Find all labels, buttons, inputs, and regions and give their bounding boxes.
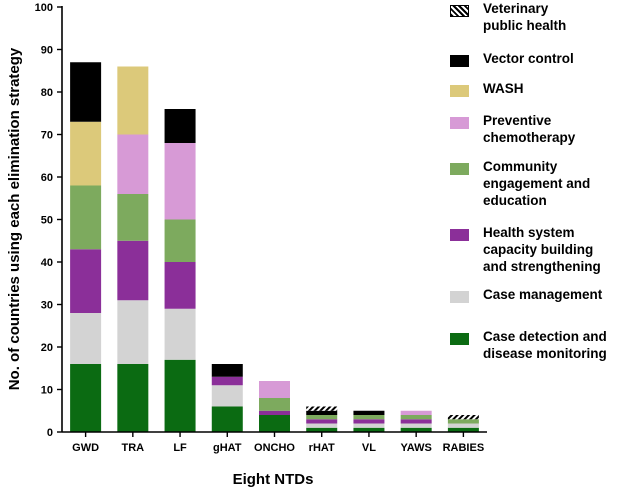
bar-segment-lf-6 [164,109,196,143]
x-tick-label-ghat: gHAT [213,442,242,454]
y-axis-title: No. of countries using each elimination … [6,47,23,390]
legend-label: WASH [483,81,524,96]
bar-segment-rhat-1 [306,423,338,428]
x-tick-label-lf: LF [173,442,187,454]
x-tick-label-rabies: RABIES [443,442,485,454]
legend-item: Community engagement and education [450,158,590,209]
bar-segment-lf-3 [164,219,196,262]
legend-label: Preventive chemotherapy [483,113,576,145]
legend-label: Vector control [483,51,574,66]
bar-segment-lf-2 [164,262,196,309]
legend-label: Case detection and disease monitoring [483,329,607,361]
y-tick-label: 100 [35,2,53,14]
bar-segment-gwd-2 [70,249,102,313]
legend-swatch [450,5,469,17]
bar-segment-yaws-1 [400,423,432,428]
legend-item: Preventive chemotherapy [450,112,575,146]
y-tick-label: 50 [41,215,53,227]
bar-segment-tra-0 [117,364,149,432]
legend-swatch [450,333,469,345]
bar-segment-rhat-3 [306,415,338,420]
legend-swatch [450,85,469,97]
bar-segment-rhat-7 [306,406,338,411]
x-tick-label-vl: VL [362,442,376,454]
y-tick-label: 60 [41,172,53,184]
bar-segment-tra-4 [117,134,149,194]
bar-segment-tra-3 [117,194,149,241]
legend-item: Case management [450,286,602,303]
x-tick-label-rhat: rHAT [309,442,335,454]
bar-segment-rabies-7 [447,415,479,420]
bar-segment-tra-1 [117,300,149,364]
bar-segment-tra-5 [117,66,149,135]
x-tick-label-oncho: ONCHO [254,442,295,454]
legend-item: Vector control [450,50,574,67]
x-tick-label-gwd: GWD [72,442,99,454]
legend-item: Case detection and disease monitoring [450,328,607,362]
bars-layer [70,62,479,432]
bar-segment-yaws-4 [400,410,432,415]
bar-segment-vl-3 [353,415,385,420]
y-tick-label: 70 [41,130,53,142]
bar-segment-rabies-0 [447,427,479,432]
y-tick-label: 0 [47,427,53,439]
bar-segment-gwd-5 [70,121,102,186]
y-tick-label: 30 [41,300,53,312]
bar-segment-rhat-6 [306,410,338,415]
legend-swatch [450,55,469,67]
bar-segment-oncho-3 [259,398,290,411]
legend-label: Case management [483,287,603,302]
bar-segment-ghat-6 [211,364,243,377]
bar-segment-rhat-0 [306,427,338,432]
bar-segment-oncho-2 [259,410,290,415]
bar-segment-ghat-1 [211,385,243,407]
bar-segment-rabies-3 [447,419,479,424]
axes-layer: 0 10 20 30 40 50 60 70 80 90 100 GWD TRA LF gHAT ONCHO r… [35,2,487,454]
bar-segment-gwd-6 [70,62,102,122]
legend-item: WASH [450,80,524,97]
bar-segment-vl-0 [353,427,385,432]
bar-segment-rhat-2 [306,419,338,424]
bar-segment-yaws-3 [400,415,432,420]
y-tick-label: 90 [41,45,53,57]
y-tick-label: 40 [41,257,53,269]
bar-segment-oncho-4 [259,381,290,398]
bar-segment-vl-2 [353,419,385,424]
bar-segment-yaws-2 [400,419,432,424]
y-tick-label: 20 [41,342,53,354]
legend-label: Community engagement and education [483,159,591,208]
bar-segment-rabies-1 [447,423,479,428]
bar-segment-gwd-0 [70,364,102,432]
bar-segment-lf-1 [164,308,196,360]
legend-item: Health system capacity building and stre… [450,224,601,275]
bar-segment-yaws-0 [400,427,432,432]
y-tick-label: 80 [41,87,53,99]
legend-swatch [450,291,469,303]
x-tick-label-yaws: YAWS [400,442,431,454]
x-axis-title: Eight NTDs [233,471,314,488]
bar-segment-gwd-1 [70,313,102,364]
bar-segment-lf-0 [164,359,196,432]
bar-segment-ghat-2 [211,376,243,386]
legend-swatch [450,117,469,129]
x-tick-label-tra: TRA [122,442,145,454]
bar-segment-ghat-0 [211,406,243,432]
bar-segment-vl-1 [353,423,385,428]
legend: Veterinary public health Vector control WA… [450,0,620,489]
bar-segment-gwd-3 [70,185,102,250]
bar-segment-vl-6 [353,410,385,415]
legend-swatch [450,229,469,241]
legend-item: Veterinary public health [450,0,566,34]
bar-segment-oncho-0 [259,415,290,432]
legend-swatch [450,163,469,175]
y-tick-label: 10 [41,385,53,397]
bar-segment-tra-2 [117,240,149,301]
legend-label: Health system capacity building and stre… [483,225,601,274]
legend-label: Veterinary public health [483,1,567,33]
bar-segment-lf-4 [164,143,196,220]
